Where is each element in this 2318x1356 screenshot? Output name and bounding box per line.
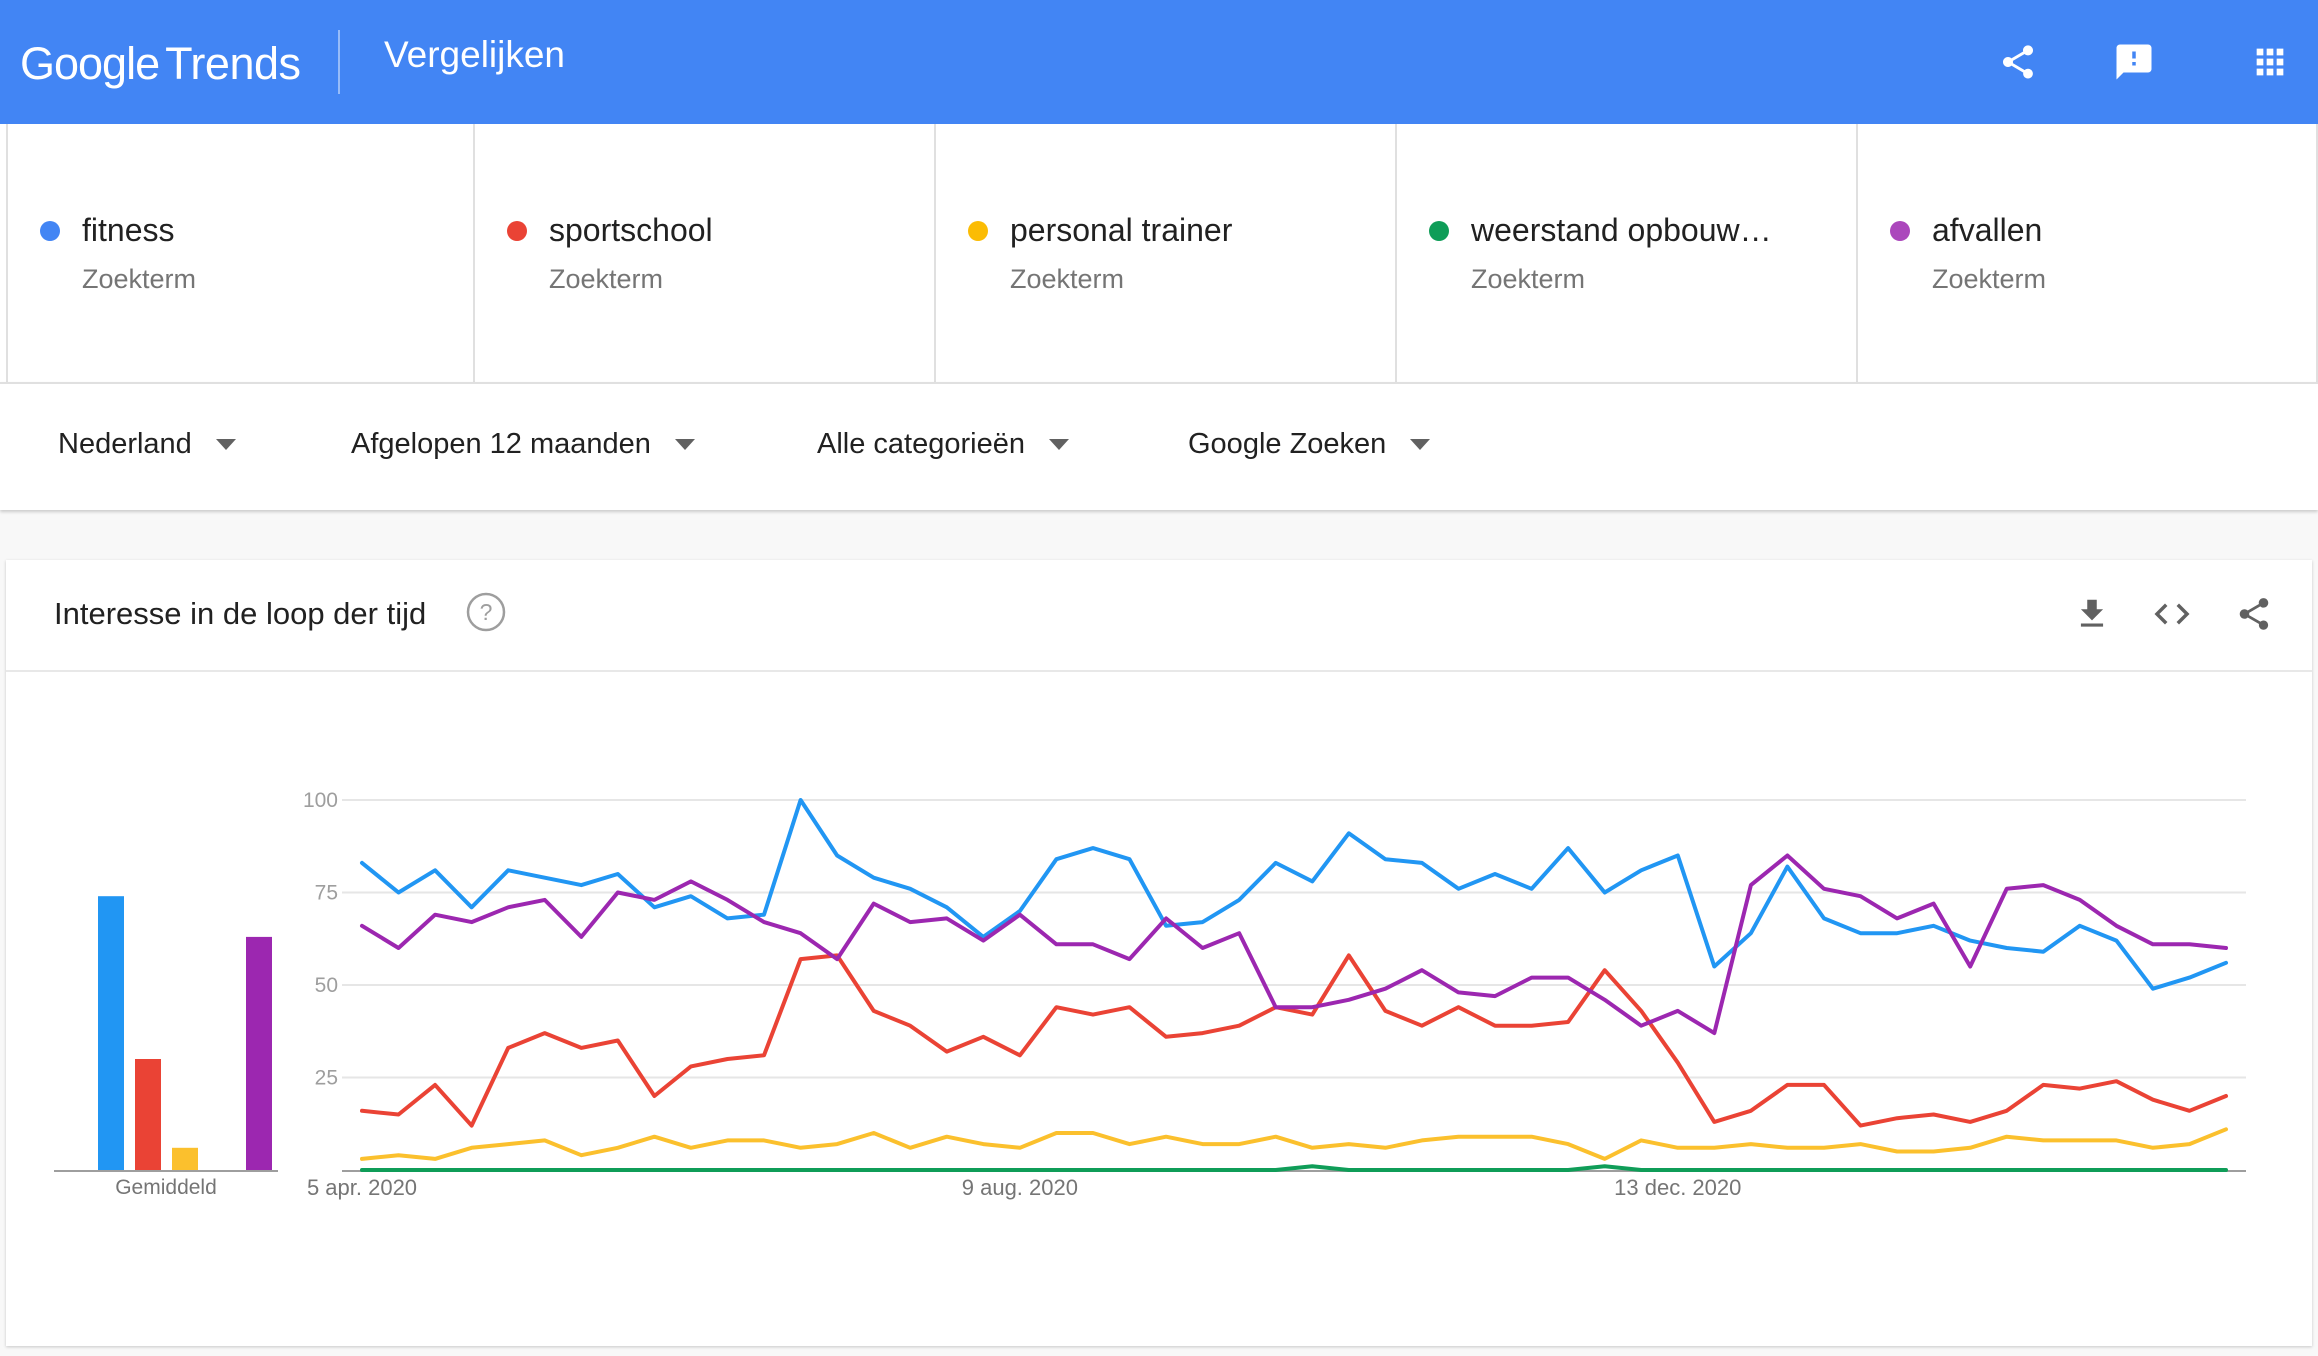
- feedback-icon[interactable]: [2106, 34, 2162, 90]
- term-card-personal-trainer[interactable]: personal trainer Zoekterm: [934, 124, 1395, 382]
- logo-google-text: Google: [20, 38, 160, 89]
- term-type: Zoekterm: [1932, 264, 2047, 294]
- top-app-bar: Google Trends Vergelijken: [0, 0, 2318, 124]
- apps-grid-icon[interactable]: [2242, 34, 2298, 90]
- category-dropdown[interactable]: Alle categorieën: [817, 428, 1069, 461]
- header-divider: [338, 30, 340, 94]
- region-label: Nederland: [58, 428, 192, 460]
- x-tick-label: 13 dec. 2020: [1614, 1175, 1741, 1200]
- term-color-dot: [1890, 221, 1910, 241]
- term-name: personal trainer: [1010, 212, 1233, 248]
- average-label: Gemiddeld: [115, 1176, 217, 1199]
- share-icon[interactable]: [1990, 34, 2046, 90]
- property-dropdown[interactable]: Google Zoeken: [1188, 428, 1431, 461]
- term-type: Zoekterm: [549, 264, 664, 294]
- y-tick-label: 25: [315, 1067, 338, 1090]
- term-name: weerstand opbouw…: [1471, 212, 1772, 248]
- x-tick-label: 5 apr. 2020: [307, 1175, 417, 1200]
- term-card-afvallen[interactable]: afvallen Zoekterm: [1856, 124, 2318, 382]
- card-title: Interesse in de loop der tijd: [54, 596, 427, 631]
- chevron-down-icon: [674, 439, 695, 450]
- chevron-down-icon: [215, 439, 236, 450]
- average-bar: [246, 936, 272, 1170]
- average-bar: [98, 896, 124, 1170]
- x-tick-label: 9 aug. 2020: [962, 1175, 1078, 1200]
- interest-chart: Gemiddeld 25 50 75 100 5 apr. 2020 9 aug. 2020…: [54, 789, 2246, 1200]
- interest-over-time-card: Interesse in de loop der tijd ? Gemiddel…: [6, 560, 2312, 1346]
- term-type: Zoekterm: [1010, 264, 1125, 294]
- page-title: Vergelijken: [384, 34, 566, 75]
- term-card-fitness[interactable]: fitness Zoekterm: [6, 124, 473, 382]
- share-icon[interactable]: [2228, 588, 2280, 640]
- series-line-3: [360, 1164, 2228, 1172]
- average-bar: [172, 1147, 198, 1170]
- series-line-1: [360, 953, 2228, 1128]
- help-icon[interactable]: ?: [464, 590, 508, 634]
- region-dropdown[interactable]: Nederland: [58, 428, 236, 461]
- term-name: afvallen: [1932, 212, 2043, 248]
- term-color-dot: [40, 221, 60, 241]
- google-trends-logo[interactable]: Google Trends: [20, 38, 301, 94]
- series-line-2: [360, 1127, 2228, 1161]
- download-icon[interactable]: [2066, 588, 2118, 640]
- y-tick-label: 100: [303, 789, 338, 812]
- term-card-sportschool[interactable]: sportschool Zoekterm: [473, 124, 934, 382]
- period-dropdown[interactable]: Afgelopen 12 maanden: [351, 428, 695, 461]
- category-label: Alle categorieën: [817, 428, 1025, 460]
- term-name: sportschool: [549, 212, 713, 248]
- series-line-0: [360, 798, 2228, 991]
- series-line-4: [360, 853, 2228, 1036]
- period-label: Afgelopen 12 maanden: [351, 428, 651, 460]
- term-type: Zoekterm: [82, 264, 197, 294]
- card-divider: [6, 670, 2312, 672]
- embed-icon[interactable]: [2146, 588, 2198, 640]
- term-card-weerstand-opbouwen[interactable]: weerstand opbouw… Zoekterm: [1395, 124, 1856, 382]
- term-color-dot: [1429, 221, 1449, 241]
- chevron-down-icon: [1048, 439, 1069, 450]
- term-name: fitness: [82, 212, 175, 248]
- y-tick-label: 50: [315, 974, 338, 997]
- search-terms-bar: fitness Zoekterm sportschool Zoekterm pe…: [0, 124, 2318, 382]
- chevron-down-icon: [1410, 439, 1431, 450]
- average-bar: [135, 1059, 161, 1170]
- property-label: Google Zoeken: [1188, 428, 1387, 460]
- term-color-dot: [968, 221, 988, 241]
- term-type: Zoekterm: [1471, 264, 1586, 294]
- y-tick-label: 75: [315, 882, 338, 905]
- filter-bar: Nederland Afgelopen 12 maanden Alle cate…: [0, 382, 2318, 510]
- term-color-dot: [507, 221, 527, 241]
- logo-trends-text: Trends: [165, 38, 301, 89]
- svg-text:?: ?: [480, 599, 493, 625]
